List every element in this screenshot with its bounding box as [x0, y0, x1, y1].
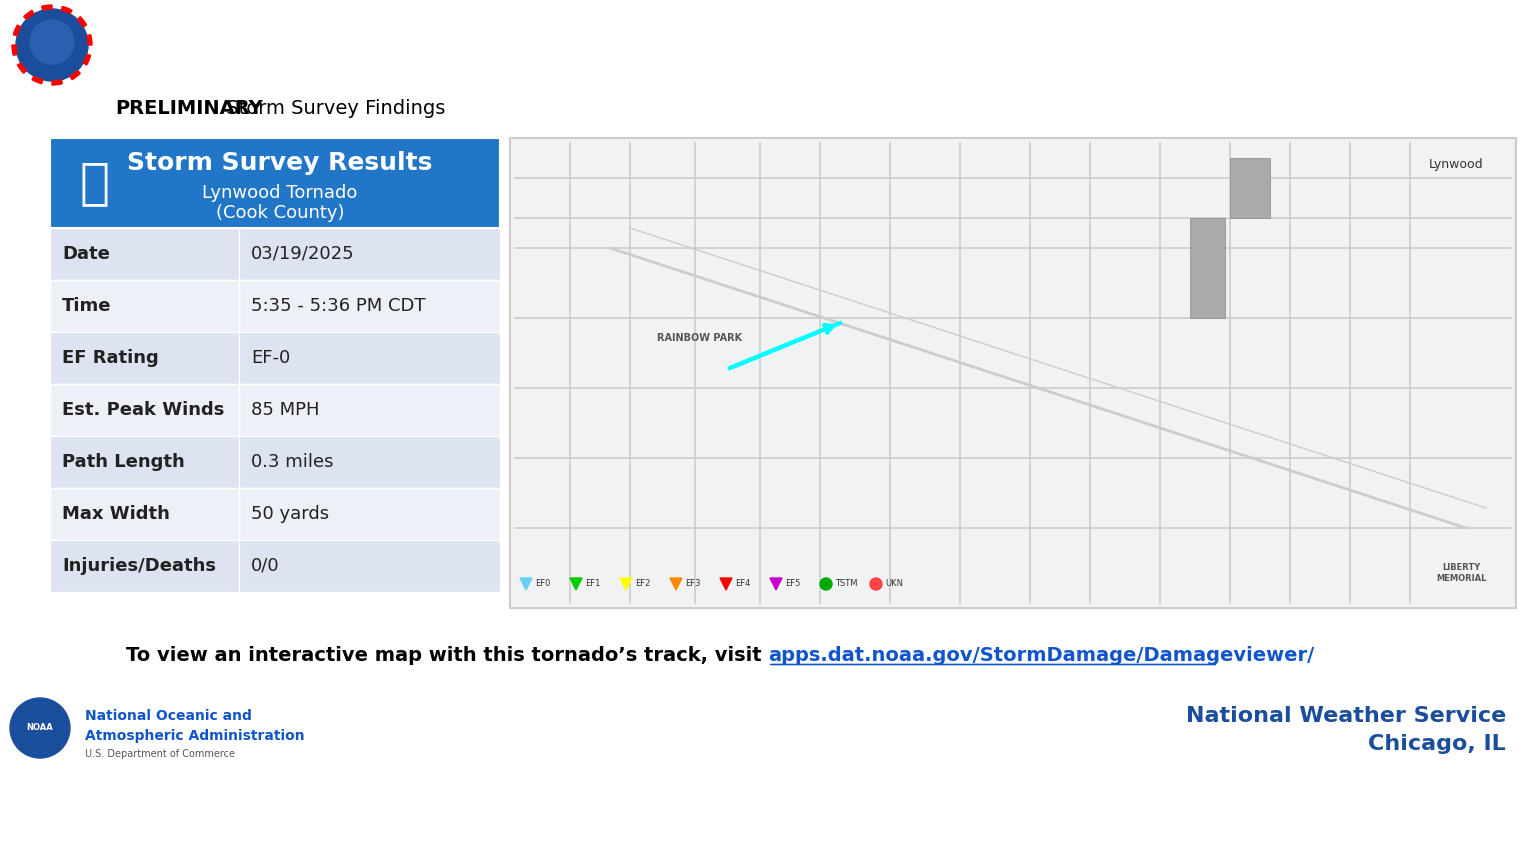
Polygon shape: [720, 578, 733, 590]
Text: Date: Date: [61, 245, 111, 263]
FancyBboxPatch shape: [51, 488, 501, 540]
Circle shape: [12, 5, 92, 85]
Polygon shape: [621, 578, 631, 590]
FancyBboxPatch shape: [51, 436, 501, 488]
Text: 🌪: 🌪: [80, 159, 111, 207]
Polygon shape: [521, 578, 531, 590]
Wedge shape: [17, 63, 26, 73]
FancyBboxPatch shape: [51, 280, 501, 332]
FancyBboxPatch shape: [510, 138, 1516, 608]
Circle shape: [11, 698, 71, 758]
Text: EF-0: EF-0: [250, 349, 290, 367]
Text: To view an interactive map with this tornado’s track, visit: To view an interactive map with this tor…: [126, 646, 768, 665]
Text: Storm Survey Results: Storm Survey Results: [127, 151, 433, 175]
Text: EF2: EF2: [634, 580, 650, 588]
Text: Max Width: Max Width: [61, 505, 170, 523]
Text: Lynwood Tornado: Lynwood Tornado: [203, 184, 358, 202]
Text: Storm Survey Findings: Storm Survey Findings: [220, 99, 445, 118]
Polygon shape: [570, 578, 582, 590]
Text: EF0: EF0: [535, 580, 550, 588]
Text: 85 MPH: 85 MPH: [250, 401, 319, 419]
Wedge shape: [12, 45, 17, 55]
Polygon shape: [670, 578, 682, 590]
Text: PRELIMINARY: PRELIMINARY: [115, 99, 263, 118]
Wedge shape: [41, 5, 52, 10]
Wedge shape: [77, 16, 86, 27]
Polygon shape: [770, 578, 782, 590]
FancyBboxPatch shape: [51, 138, 501, 228]
Circle shape: [869, 578, 882, 590]
Text: 0.3 miles: 0.3 miles: [250, 453, 333, 471]
Circle shape: [820, 578, 833, 590]
Text: National Weather Service: National Weather Service: [1186, 706, 1505, 726]
Text: 5:35 - 5:36 PM CDT: 5:35 - 5:36 PM CDT: [250, 297, 425, 315]
Text: UKN: UKN: [885, 580, 903, 588]
Text: March 21, 2025: March 21, 2025: [1241, 30, 1505, 60]
Text: NOAA: NOAA: [26, 723, 54, 733]
Text: Lynwood Tornado: Lynwood Tornado: [115, 18, 659, 72]
Text: Chicago, IL: Chicago, IL: [1369, 734, 1505, 754]
Text: (Cook County): (Cook County): [215, 204, 344, 222]
Text: apps.dat.noaa.gov/StormDamage/Damageviewer/: apps.dat.noaa.gov/StormDamage/Damageview…: [768, 646, 1315, 665]
FancyBboxPatch shape: [1230, 158, 1270, 218]
Text: EF5: EF5: [785, 580, 800, 588]
Wedge shape: [61, 6, 72, 14]
Wedge shape: [32, 76, 43, 84]
Text: EF3: EF3: [685, 580, 700, 588]
Text: EF1: EF1: [585, 580, 601, 588]
FancyBboxPatch shape: [51, 228, 501, 280]
Text: EF Rating: EF Rating: [61, 349, 158, 367]
Wedge shape: [14, 25, 22, 35]
Circle shape: [31, 20, 74, 64]
Wedge shape: [52, 79, 63, 85]
Text: Est. Peak Winds: Est. Peak Winds: [61, 401, 224, 419]
FancyBboxPatch shape: [1190, 218, 1226, 318]
Circle shape: [15, 9, 88, 81]
Wedge shape: [23, 10, 34, 20]
Wedge shape: [83, 54, 91, 65]
Wedge shape: [71, 71, 80, 79]
Text: RAINBOW PARK: RAINBOW PARK: [657, 333, 742, 343]
Text: National Oceanic and: National Oceanic and: [84, 709, 252, 723]
Text: TSTM: TSTM: [836, 580, 857, 588]
Text: Path Length: Path Length: [61, 453, 184, 471]
Text: 03/19/2025: 03/19/2025: [250, 245, 355, 263]
Text: Time: Time: [61, 297, 112, 315]
FancyBboxPatch shape: [51, 540, 501, 592]
Text: LIBERTY
MEMORIAL: LIBERTY MEMORIAL: [1436, 563, 1487, 582]
Text: Injuries/Deaths: Injuries/Deaths: [61, 557, 217, 575]
Text: U.S. Department of Commerce: U.S. Department of Commerce: [84, 748, 235, 759]
Text: 0/0: 0/0: [250, 557, 280, 575]
Text: Atmospheric Administration: Atmospheric Administration: [84, 729, 304, 743]
FancyBboxPatch shape: [51, 384, 501, 436]
FancyBboxPatch shape: [51, 332, 501, 384]
Text: EF4: EF4: [736, 580, 751, 588]
Wedge shape: [86, 35, 92, 45]
Text: Lynwood: Lynwood: [1428, 158, 1484, 171]
Text: 50 yards: 50 yards: [250, 505, 329, 523]
